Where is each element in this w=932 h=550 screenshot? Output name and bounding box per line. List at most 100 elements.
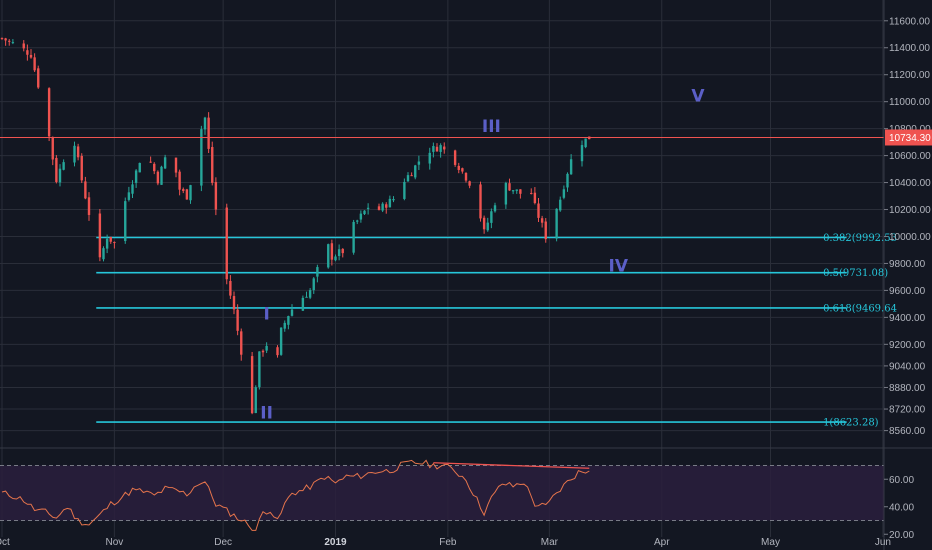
rsi-axis[interactable]: 60.00 40.00 20.00 (884, 475, 914, 541)
price-axis-label: 11200.00 (889, 70, 930, 81)
candle-body (4, 38, 7, 41)
candle-body (134, 170, 138, 183)
candle-body (127, 192, 131, 200)
candle-body (76, 146, 80, 158)
wave-label-IV: IV (609, 257, 629, 277)
fib-level-label: 0.5(9731.08) (823, 268, 888, 279)
candle-body (207, 117, 210, 149)
price-axis-label: 9040.00 (889, 361, 926, 372)
candle-body (519, 189, 522, 194)
fib-level-label: 1(8623.28) (823, 418, 879, 429)
price-axis-label: 9400.00 (889, 313, 926, 324)
candle-body (276, 347, 279, 356)
candle-body (33, 57, 36, 71)
candle-body (403, 181, 406, 199)
candle-body (511, 190, 515, 192)
candle-body (138, 162, 141, 173)
rsi-axis-label: 40.00 (889, 502, 914, 513)
candle-body (352, 221, 355, 253)
time-axis-label: Jun (875, 537, 891, 548)
candle-body (316, 267, 319, 277)
price-axis-label: 8720.00 (889, 405, 926, 416)
price-candles[interactable] (0, 37, 591, 415)
last-price-tag: 10734.30 (885, 129, 932, 146)
candle-body (109, 236, 112, 242)
price-axis-label: 8560.00 (889, 426, 926, 437)
candle-body (392, 199, 395, 201)
candle-body (569, 159, 573, 175)
candle-body (229, 280, 232, 296)
candle-body (37, 68, 40, 88)
candle-body (417, 161, 421, 165)
wave-label-III: III (482, 117, 501, 137)
time-axis-label: Apr (654, 537, 670, 548)
candle-body (435, 146, 439, 152)
candle-body (240, 331, 243, 355)
candle-body (22, 43, 25, 49)
candle-body (153, 163, 156, 172)
candle-body (55, 157, 58, 182)
price-axis-label: 11000.00 (889, 97, 930, 108)
candle-body (468, 181, 471, 186)
time-axis-label: 2019 (324, 537, 347, 548)
candle-body (580, 145, 584, 162)
fib-level-label: 0.382(9992.53 (823, 233, 897, 244)
candle-body (486, 222, 489, 231)
candle-body (428, 152, 431, 164)
candle-body (189, 185, 192, 201)
candle-body (537, 203, 540, 218)
price-axis[interactable]: 11600.0011400.0011200.0011000.0010800.00… (884, 16, 931, 437)
candle-body (530, 192, 533, 194)
candle-body (8, 40, 11, 42)
candle-body (414, 165, 417, 178)
price-axis-label: 10200.00 (889, 205, 931, 216)
candle-body (250, 356, 254, 414)
candle-body (544, 221, 547, 240)
candle-body (236, 309, 239, 331)
candle-body (457, 165, 460, 170)
time-axis[interactable]: OctNovDec2019FebMarAprMayJunJul (0, 537, 932, 548)
candle-body (287, 316, 290, 325)
candle-body (439, 145, 442, 152)
time-axis-label: Dec (214, 537, 232, 548)
candle-body (87, 197, 91, 215)
candle-body (406, 175, 410, 182)
time-axis-label: May (761, 537, 780, 548)
candle-body (356, 220, 359, 222)
candle-body (363, 210, 366, 215)
candle-body (464, 172, 468, 181)
candle-body (0, 38, 4, 40)
candle-body (540, 218, 544, 223)
candle-body (211, 147, 214, 183)
candle-body (381, 203, 384, 211)
rsi-axis-label: 20.00 (889, 530, 914, 541)
candle-body (178, 171, 181, 190)
candle-body (258, 351, 261, 388)
price-axis-label: 11400.00 (889, 43, 930, 54)
candle-body (388, 198, 392, 208)
candle-body (149, 161, 152, 163)
candle-body (232, 296, 236, 310)
candle-body (377, 206, 381, 210)
candle-body (62, 162, 65, 170)
candle-body (584, 138, 587, 148)
candle-body (385, 204, 388, 208)
candle-body (308, 290, 312, 298)
price-axis-label: 10600.00 (889, 151, 931, 162)
fibonacci-retracement[interactable]: 0.382(9992.53 0.5(9731.08) 0.618(9469.64 1(… (96, 233, 897, 429)
candle-body (84, 181, 87, 199)
candle-body (453, 150, 457, 165)
last-price-tag-label: 10734.30 (889, 133, 931, 144)
rsi-axis-label: 60.00 (889, 475, 914, 486)
candle-body (265, 345, 268, 351)
candle-body (479, 184, 482, 219)
candle-body (301, 297, 305, 311)
rsi-pane[interactable] (0, 459, 884, 531)
last-price-tag-box (885, 129, 932, 146)
candle-body (279, 327, 283, 355)
candle-body (327, 244, 330, 268)
candle-body (185, 189, 189, 200)
